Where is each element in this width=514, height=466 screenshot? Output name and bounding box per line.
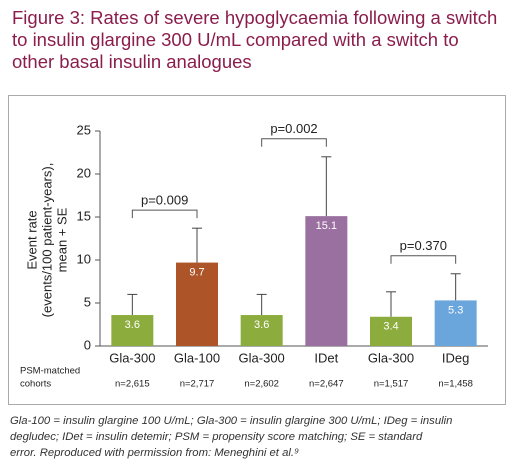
chart-title: to insulin glargine 300 U/mL compared wi… [12, 29, 459, 50]
cohort-size: n=2,647 [309, 379, 344, 390]
cohort-size: n=2,615 [115, 379, 150, 390]
y-tick-label: 5 [84, 294, 91, 309]
bar [305, 216, 348, 346]
bar [370, 316, 412, 346]
comparison-bracket [131, 209, 198, 219]
data-label: 15.1 [316, 220, 337, 232]
y-tick-label: 15 [77, 208, 91, 223]
y-tick-label: 25 [77, 122, 91, 137]
footnote: error. Reproduced with permission from: … [10, 447, 299, 459]
y-axis-title-line: Event rate [24, 210, 39, 269]
y-tick-label: 0 [84, 337, 91, 352]
y-axis-title-line: mean + SE [54, 207, 69, 272]
cohort-size: n=1,458 [438, 379, 473, 390]
footnote: Gla-100 = insulin glargine 100 U/mL; Gla… [10, 415, 452, 427]
bar [111, 315, 154, 346]
data-label: 9.7 [189, 266, 204, 278]
data-label: 3.4 [383, 321, 398, 333]
bar [240, 315, 283, 346]
x-tick-label: Gla-100 [174, 350, 220, 365]
footnote: degludec; IDet = insulin detemir; PSM = … [10, 431, 423, 443]
x-tick-label: Gla-300 [109, 350, 155, 365]
bar [434, 300, 477, 346]
chart-frame [8, 95, 506, 405]
chart-title: Figure 3: Rates of severe hypoglycaemia … [12, 7, 497, 28]
x-tick-label: Gla-300 [239, 350, 285, 365]
x-tick-label: IDet [314, 350, 338, 365]
p-value: p=0.370 [400, 238, 447, 253]
y-axis-title: Event rate (events/100 patient-years), mea… [24, 163, 69, 318]
cohort-label: cohorts [20, 379, 51, 390]
x-tick-label: IDeg [442, 350, 469, 365]
chart-title: other basal insulin analogues [12, 51, 252, 72]
cohort-size: n=2,717 [180, 379, 215, 390]
data-label: 3.6 [254, 319, 269, 331]
comparison-bracket [390, 255, 457, 264]
p-value: p=0.009 [141, 193, 188, 208]
data-label: 3.6 [125, 319, 140, 331]
bar [176, 262, 218, 346]
comparison-bracket [261, 138, 327, 147]
cohort-label: PSM-matched [20, 366, 80, 377]
p-value: p=0.002 [270, 121, 317, 136]
cohort-size: n=1,517 [374, 379, 409, 390]
cohort-size: n=2,602 [244, 379, 279, 390]
x-tick-label: Gla-300 [368, 350, 414, 365]
y-axis-title-line: (events/100 patient-years), [39, 163, 54, 318]
y-tick-label: 10 [77, 251, 91, 266]
data-label: 5.3 [448, 304, 463, 316]
y-tick-label: 20 [77, 165, 91, 180]
